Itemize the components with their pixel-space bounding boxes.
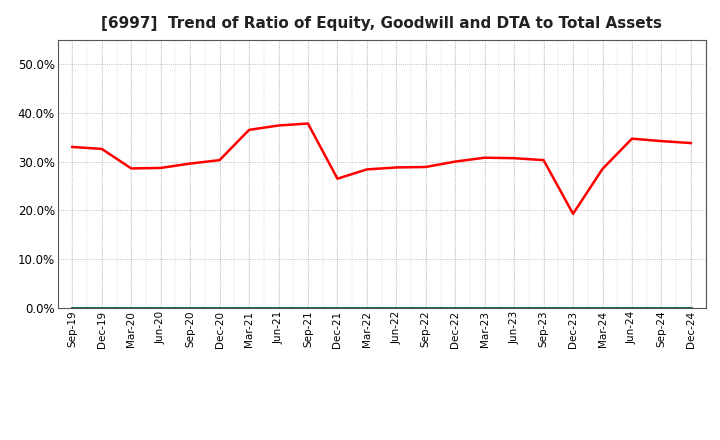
Equity	[363, 167, 372, 172]
Deferred Tax Assets	[127, 305, 135, 311]
Deferred Tax Assets	[687, 305, 696, 311]
Equity	[392, 165, 400, 170]
Equity	[127, 166, 135, 171]
Equity	[156, 165, 165, 171]
Legend: Equity, Goodwill, Deferred Tax Assets: Equity, Goodwill, Deferred Tax Assets	[187, 435, 576, 440]
Deferred Tax Assets	[97, 305, 106, 311]
Deferred Tax Assets	[628, 305, 636, 311]
Deferred Tax Assets	[274, 305, 283, 311]
Goodwill	[186, 305, 194, 311]
Goodwill	[333, 305, 342, 311]
Goodwill	[156, 305, 165, 311]
Deferred Tax Assets	[215, 305, 224, 311]
Deferred Tax Assets	[392, 305, 400, 311]
Equity	[304, 121, 312, 126]
Deferred Tax Assets	[451, 305, 459, 311]
Goodwill	[421, 305, 430, 311]
Deferred Tax Assets	[421, 305, 430, 311]
Goodwill	[304, 305, 312, 311]
Equity	[687, 140, 696, 146]
Goodwill	[392, 305, 400, 311]
Equity	[421, 164, 430, 169]
Title: [6997]  Trend of Ratio of Equity, Goodwill and DTA to Total Assets: [6997] Trend of Ratio of Equity, Goodwil…	[101, 16, 662, 32]
Line: Equity: Equity	[72, 124, 691, 214]
Deferred Tax Assets	[363, 305, 372, 311]
Equity	[539, 158, 548, 163]
Equity	[333, 176, 342, 181]
Equity	[97, 146, 106, 151]
Equity	[569, 211, 577, 216]
Goodwill	[363, 305, 372, 311]
Deferred Tax Assets	[657, 305, 666, 311]
Equity	[598, 166, 607, 172]
Goodwill	[451, 305, 459, 311]
Goodwill	[510, 305, 518, 311]
Equity	[510, 156, 518, 161]
Deferred Tax Assets	[156, 305, 165, 311]
Equity	[657, 139, 666, 144]
Deferred Tax Assets	[480, 305, 489, 311]
Equity	[451, 159, 459, 164]
Equity	[480, 155, 489, 160]
Deferred Tax Assets	[333, 305, 342, 311]
Equity	[68, 144, 76, 150]
Goodwill	[245, 305, 253, 311]
Goodwill	[274, 305, 283, 311]
Deferred Tax Assets	[510, 305, 518, 311]
Goodwill	[480, 305, 489, 311]
Deferred Tax Assets	[245, 305, 253, 311]
Deferred Tax Assets	[304, 305, 312, 311]
Equity	[274, 123, 283, 128]
Goodwill	[68, 305, 76, 311]
Goodwill	[598, 305, 607, 311]
Deferred Tax Assets	[186, 305, 194, 311]
Equity	[186, 161, 194, 166]
Goodwill	[127, 305, 135, 311]
Goodwill	[687, 305, 696, 311]
Equity	[628, 136, 636, 141]
Deferred Tax Assets	[598, 305, 607, 311]
Goodwill	[569, 305, 577, 311]
Equity	[245, 127, 253, 132]
Deferred Tax Assets	[569, 305, 577, 311]
Equity	[215, 158, 224, 163]
Goodwill	[657, 305, 666, 311]
Goodwill	[539, 305, 548, 311]
Goodwill	[628, 305, 636, 311]
Deferred Tax Assets	[68, 305, 76, 311]
Goodwill	[97, 305, 106, 311]
Goodwill	[215, 305, 224, 311]
Deferred Tax Assets	[539, 305, 548, 311]
